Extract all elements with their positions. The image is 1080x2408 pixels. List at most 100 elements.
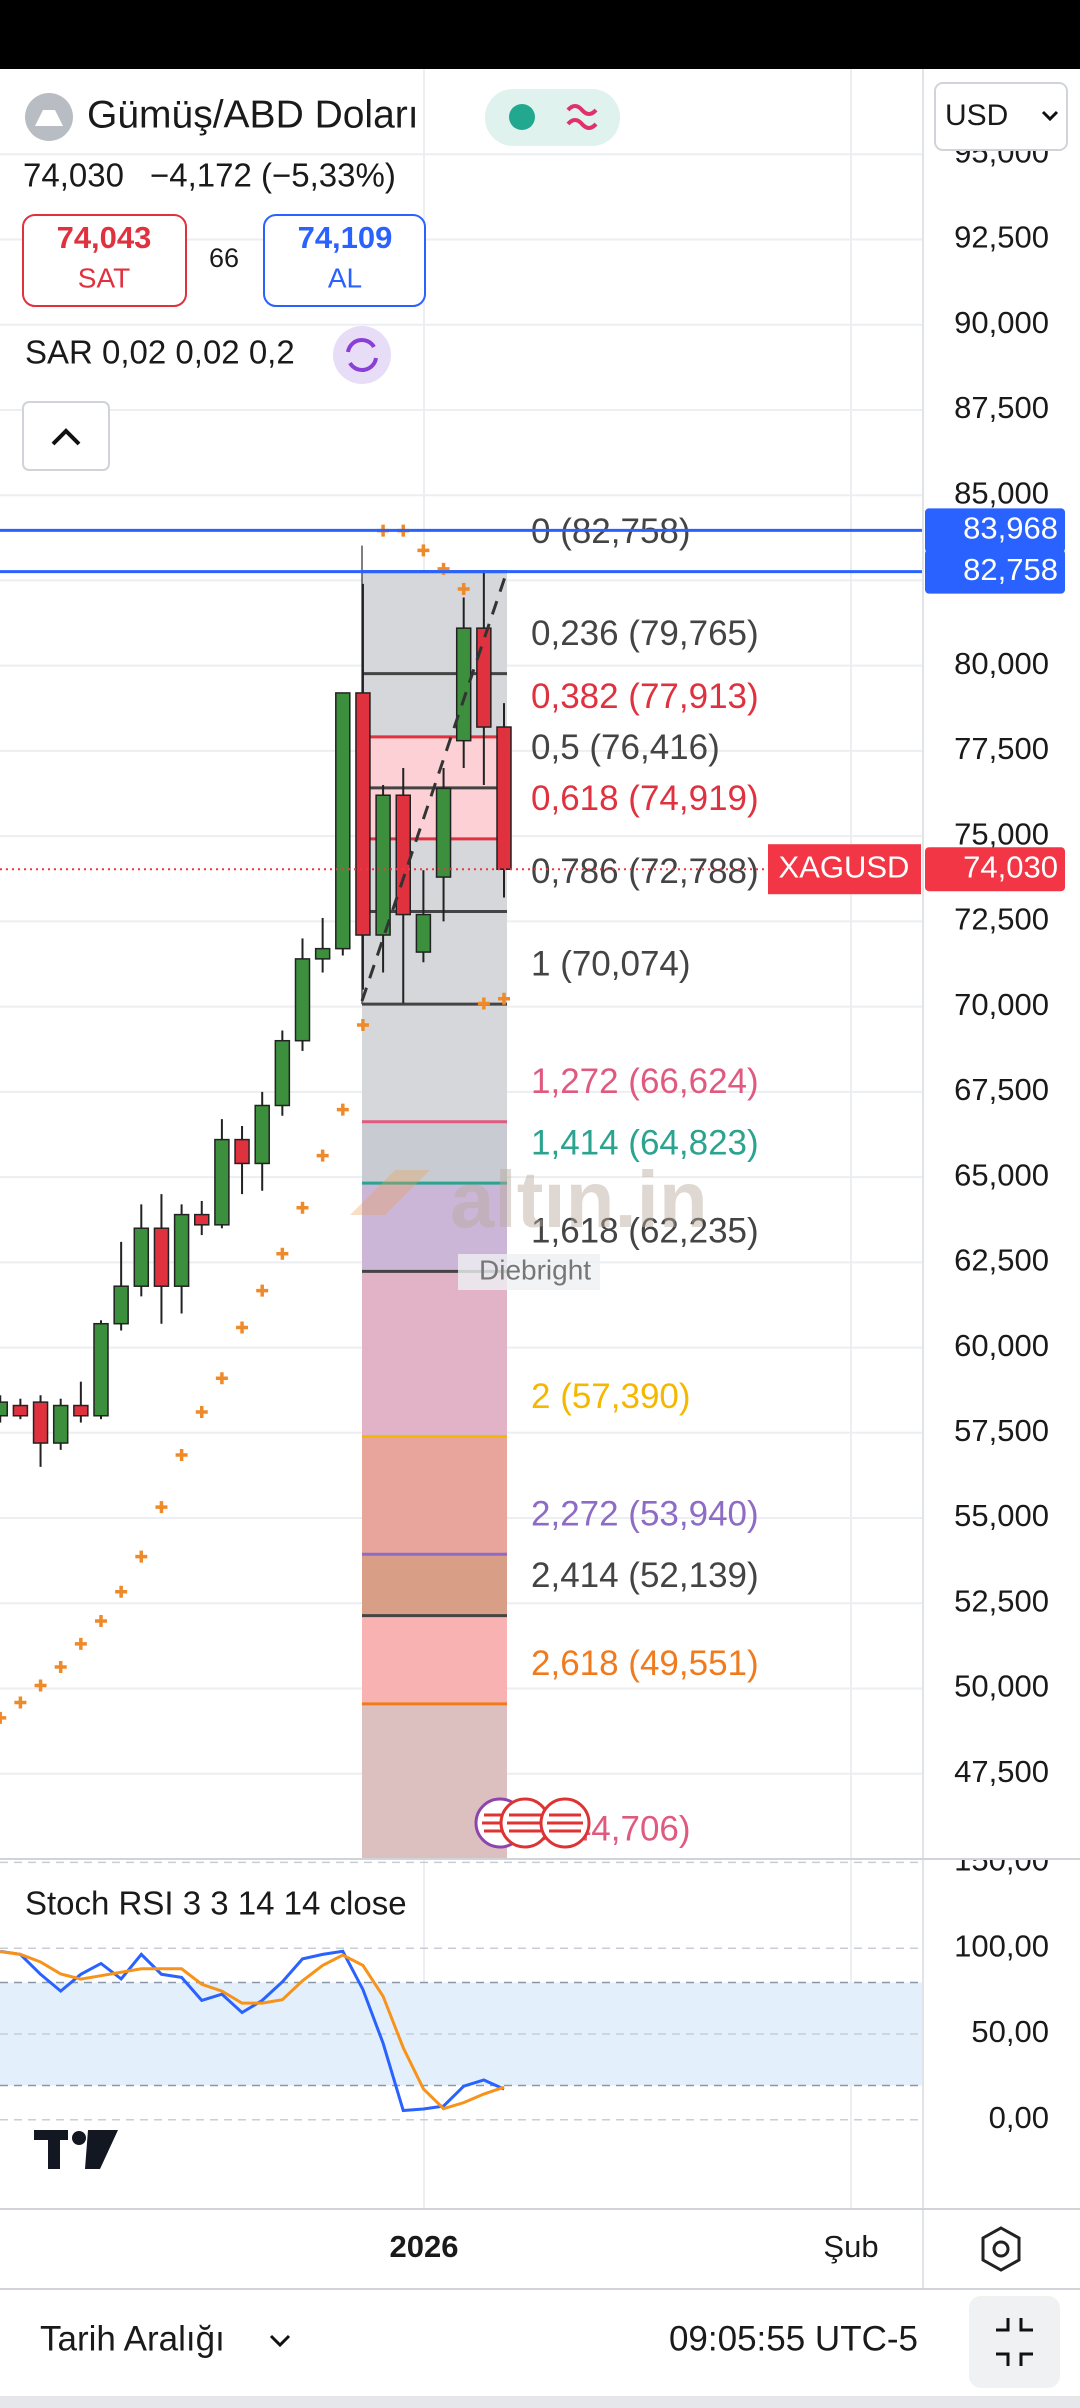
- symbol-icon-shape: [35, 110, 63, 126]
- y-tick-label: 150,00: [954, 1843, 1049, 1878]
- trend-line: [360, 570, 509, 1002]
- tv-logo: [34, 2130, 118, 2169]
- candle-body: [395, 794, 411, 916]
- indicator-refresh[interactable]: [333, 326, 391, 384]
- candle-body: [214, 1138, 230, 1226]
- candle-body: [0, 1401, 8, 1417]
- candle-body: [32, 1401, 49, 1444]
- candle-body: [435, 787, 452, 878]
- y-tick-label: 70,000: [954, 987, 1049, 1022]
- y-tick-label: 92,500: [954, 220, 1049, 255]
- y-tick-label: 65,000: [954, 1157, 1049, 1192]
- y-tick-label: 90,000: [954, 305, 1049, 340]
- time-label: Şub: [823, 2229, 878, 2264]
- sar-point: [14, 1696, 27, 1709]
- time-label: 2026: [390, 2229, 459, 2264]
- flag-stripes: [507, 1813, 543, 1833]
- y-tick-label: 60,000: [954, 1328, 1049, 1363]
- flag-stripes: [547, 1813, 583, 1833]
- candle-body: [93, 1322, 109, 1417]
- sar-point: [457, 582, 470, 595]
- candle-body: [153, 1227, 170, 1287]
- y-tick-label: 75,000: [954, 816, 1049, 851]
- currency: USD: [945, 99, 1008, 132]
- fib-zone: [362, 1271, 507, 1437]
- sar-point: [417, 544, 430, 557]
- fib-zone: [362, 1436, 507, 1555]
- y-tick-label: 0,00: [989, 2100, 1049, 2135]
- candle-body: [194, 1213, 210, 1226]
- chevron-down: [269, 2334, 291, 2348]
- candle-body: [314, 947, 331, 960]
- fib-label: 1 (70,074): [531, 944, 691, 983]
- fib-label: 0,236 (79,765): [531, 614, 759, 653]
- price-tag: [925, 508, 1065, 553]
- y-tick-label: 77,500: [954, 731, 1049, 766]
- fib-zone: [362, 1615, 507, 1704]
- fib-label: 2,272 (53,940): [531, 1494, 759, 1533]
- fib-label: 2,618 (49,551): [531, 1644, 759, 1683]
- stoch-title: Stoch RSI 3 3 14 14 close: [25, 1885, 407, 1922]
- nav-bar: [0, 2396, 1080, 2408]
- sar-point: [256, 1284, 269, 1297]
- fib-zone: [362, 1703, 507, 1859]
- sell-label: SAT: [78, 262, 130, 293]
- y-tick-label: 50,000: [954, 1669, 1049, 1704]
- chevron-down: [1041, 110, 1059, 122]
- stoch-band: [0, 1982, 923, 2086]
- watermark-logo: [350, 1170, 430, 1215]
- date-range[interactable]: Tarih Aralığı: [40, 2319, 225, 2358]
- sar-point: [155, 1501, 168, 1514]
- sar-point: [175, 1448, 188, 1461]
- status-pill[interactable]: [485, 89, 620, 146]
- candle-body: [355, 692, 371, 936]
- watermark: altın.in: [450, 1155, 708, 1244]
- y-tick-label: 100,00: [954, 1928, 1049, 1963]
- currency-select[interactable]: [934, 82, 1068, 151]
- y-tick-label: 85,000: [954, 475, 1049, 510]
- fullscreen-button[interactable]: [969, 2296, 1060, 2388]
- candle-body: [415, 913, 432, 953]
- sar-point: [356, 1019, 369, 1032]
- author-bg: [458, 1254, 600, 1290]
- indicator-label[interactable]: SAR 0,02 0,02 0,2: [25, 334, 295, 371]
- candle-body: [73, 1404, 89, 1417]
- status-bar: [0, 0, 1080, 69]
- symbol-title[interactable]: Gümüş/ABD Doları: [87, 93, 419, 136]
- fib-zone: [362, 1121, 507, 1184]
- symbol-tag: [768, 844, 921, 895]
- sell-button[interactable]: [22, 214, 187, 307]
- candle-body: [173, 1213, 190, 1287]
- price-tag-label: 82,758: [963, 552, 1058, 587]
- collapse-button[interactable]: [22, 401, 110, 471]
- clock[interactable]: 09:05:55 UTC-5: [669, 2319, 918, 2358]
- sar-point: [34, 1679, 47, 1692]
- candle-body: [133, 1227, 150, 1287]
- axis-bg: [924, 69, 1080, 1859]
- sar-point: [215, 1372, 228, 1385]
- y-tick-label: 55,000: [954, 1498, 1049, 1533]
- fib-label: 1,272 (66,624): [531, 1062, 759, 1101]
- price-tag-label: 83,968: [963, 511, 1058, 546]
- fib-label: 1,414 (64,823): [531, 1123, 759, 1162]
- delay-icon: [566, 104, 598, 130]
- candle-body: [234, 1138, 250, 1165]
- spread: 66: [209, 243, 239, 273]
- candle-body: [375, 794, 391, 936]
- sar-point: [276, 1247, 289, 1260]
- settings-icon-core: [992, 2240, 1010, 2258]
- fib-label: 0,5 (76,416): [531, 728, 720, 767]
- sar-point: [95, 1615, 107, 1628]
- market-open-dot: [509, 104, 535, 130]
- settings-icon[interactable]: [981, 2226, 1021, 2272]
- sar-point: [498, 992, 510, 1005]
- candle-body: [113, 1285, 129, 1325]
- candle-body: [294, 958, 311, 1042]
- sar-point: [316, 1149, 329, 1162]
- buy-button[interactable]: [263, 214, 426, 307]
- axis-bg: [924, 1859, 1080, 2209]
- y-tick-label: 72,500: [954, 902, 1049, 937]
- stoch-line: [0, 1950, 505, 2111]
- price-change: −4,172 (−5,33%): [150, 157, 396, 194]
